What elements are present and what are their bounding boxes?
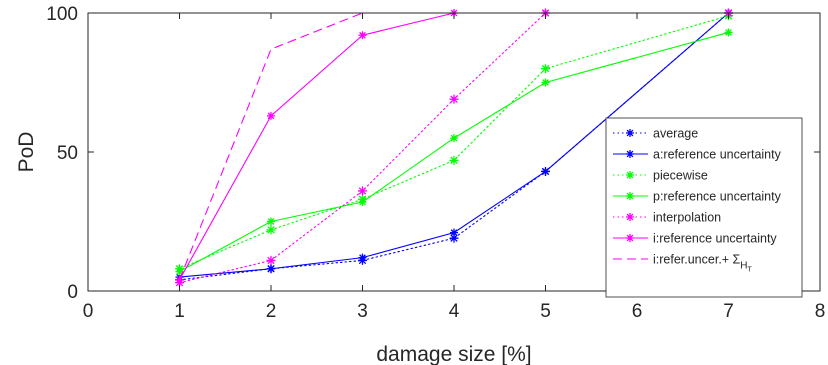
legend-item: piecewise bbox=[613, 169, 708, 183]
x-tick-label: 3 bbox=[357, 301, 368, 322]
y-axis: 0 50 100 bbox=[46, 4, 820, 303]
data-point-marker bbox=[450, 134, 458, 143]
legend-marker bbox=[626, 171, 634, 179]
data-point-marker bbox=[541, 167, 550, 176]
legend-item: a:reference uncertainty bbox=[613, 148, 782, 162]
y-tick-label: 0 bbox=[67, 282, 78, 303]
data-point-marker bbox=[724, 28, 733, 37]
x-tick-label: 8 bbox=[815, 301, 826, 322]
legend-marker bbox=[626, 150, 634, 158]
legend-item: interpolation bbox=[613, 211, 721, 225]
x-tick-label: 2 bbox=[266, 301, 277, 322]
legend-label: average bbox=[653, 127, 698, 141]
x-axis: 0 1 2 3 4 5 6 7 8 bbox=[83, 13, 826, 322]
x-axis-label: damage size [%] bbox=[376, 343, 531, 365]
legend-label: i:reference uncertainty bbox=[653, 232, 777, 246]
legend-marker bbox=[626, 192, 634, 200]
data-point-marker bbox=[358, 198, 367, 207]
series-line bbox=[179, 31, 729, 273]
data-point-marker bbox=[449, 94, 459, 104]
data-point-marker bbox=[541, 64, 550, 74]
series-line bbox=[178, 15, 730, 270]
legend-label: piecewise bbox=[653, 169, 708, 183]
data-point-marker bbox=[358, 186, 367, 196]
data-point-marker bbox=[541, 78, 550, 87]
data-point-marker bbox=[175, 267, 184, 276]
data-point-marker bbox=[267, 264, 275, 273]
data-point-marker bbox=[358, 31, 367, 40]
x-tick-label: 1 bbox=[174, 301, 185, 322]
data-point-marker bbox=[267, 217, 275, 226]
y-tick-label: 50 bbox=[57, 143, 78, 164]
data-point-marker bbox=[449, 155, 459, 165]
x-tick-label: 7 bbox=[723, 301, 734, 322]
legend-marker bbox=[626, 213, 634, 221]
legend-item: i:reference uncertainty bbox=[613, 232, 777, 246]
legend-marker bbox=[626, 129, 634, 137]
legend-box bbox=[605, 117, 803, 298]
data-point-marker bbox=[267, 111, 275, 120]
legend-label: i:refer.uncer.+ ΣHT bbox=[653, 253, 753, 274]
y-axis-label: PoD bbox=[15, 132, 38, 173]
data-point-marker bbox=[449, 233, 459, 243]
x-tick-label: 6 bbox=[632, 301, 643, 322]
data-point-marker bbox=[266, 225, 276, 235]
legend: average a:reference uncertainty piecewise p… bbox=[605, 117, 803, 298]
x-tick-label: 0 bbox=[83, 301, 94, 322]
y-tick-label: 100 bbox=[46, 4, 78, 25]
series-line bbox=[179, 12, 729, 278]
legend-label: interpolation bbox=[653, 211, 721, 225]
data-point-marker bbox=[358, 253, 367, 262]
data-point-marker bbox=[266, 255, 276, 265]
legend-item: p:reference uncertainty bbox=[613, 190, 782, 204]
legend-marker bbox=[626, 234, 634, 242]
legend-item: average bbox=[613, 127, 698, 141]
legend-label: a:reference uncertainty bbox=[653, 148, 782, 162]
legend-item: i:refer.uncer.+ ΣHT bbox=[613, 253, 753, 274]
x-tick-label: 5 bbox=[540, 301, 551, 322]
legend-label: p:reference uncertainty bbox=[653, 190, 782, 204]
series-3 bbox=[175, 28, 733, 276]
data-point-marker bbox=[450, 228, 458, 237]
x-tick-label: 4 bbox=[449, 301, 460, 322]
